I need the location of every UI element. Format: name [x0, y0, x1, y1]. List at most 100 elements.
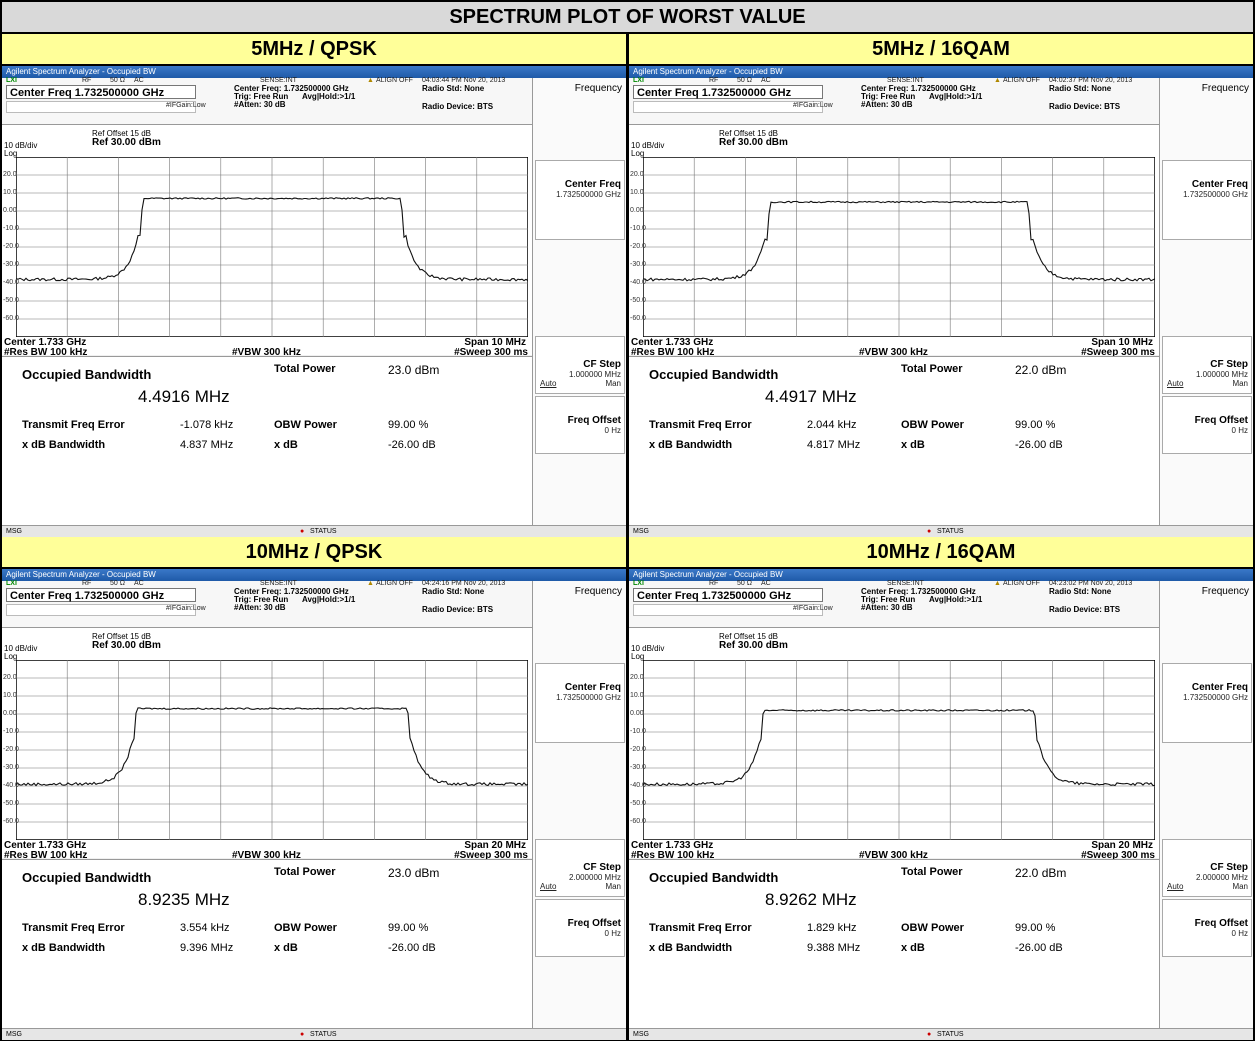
softkey-frequency-label: Frequency — [1201, 83, 1249, 94]
center-freq-line: Center Freq: 1.732500000 GHz — [861, 84, 976, 93]
freq-error-value: 1.829 kHz — [807, 922, 857, 934]
y-tick-label: -30.0 — [3, 764, 19, 771]
softkey-man-option[interactable]: Man — [1232, 882, 1248, 891]
softkey-center-freq[interactable]: Center Freq 1.732500000 GHz — [535, 663, 625, 743]
softkey-frequency-label: Frequency — [1201, 586, 1249, 597]
log-label: Log — [4, 149, 18, 158]
atten-label: #Atten: 30 dB — [234, 603, 286, 612]
results-panel: Occupied Bandwidth 8.9262 MHz Total Powe… — [629, 859, 1159, 1028]
center-freq-line: Center Freq: 1.732500000 GHz — [234, 587, 349, 596]
sense-label: SENSE:INT — [887, 580, 924, 587]
y-tick-label: -10.0 — [630, 728, 646, 735]
sense-label: SENSE:INT — [887, 77, 924, 84]
softkey-auto-option[interactable]: Auto — [540, 882, 557, 891]
sweep-label: #Sweep 300 ms — [454, 850, 528, 861]
softkey-auto-option[interactable]: Auto — [1167, 379, 1184, 388]
softkey-auto-option[interactable]: Auto — [540, 379, 557, 388]
trig-label: Trig: Free Run — [234, 92, 289, 101]
status-label: STATUS — [937, 1031, 964, 1038]
softkey-man-option[interactable]: Man — [605, 882, 621, 891]
input-field[interactable] — [6, 604, 196, 616]
xdb-value: -26.00 dB — [388, 942, 436, 954]
status-bar: MSG ● STATUS — [2, 1028, 626, 1040]
ref-offset-label: Ref Offset 15 dB — [92, 129, 151, 138]
spectrum-trace-chart — [16, 157, 528, 337]
softkey-cf-step[interactable]: CF Step 2.000000 MHz Auto Man — [535, 839, 625, 897]
center-freq-line: Center Freq: 1.732500000 GHz — [234, 84, 349, 93]
softkey-center-freq-label: Center Freq — [1191, 179, 1248, 190]
softkey-center-freq-label: Center Freq — [564, 179, 621, 190]
y-tick-label: 0.00 — [3, 710, 17, 717]
radio-std-label: Radio Std: None — [1049, 84, 1112, 93]
softkey-frequency[interactable]: Frequency — [535, 78, 625, 158]
softkey-cf-step-label: CF Step — [583, 862, 621, 873]
total-power-value: 23.0 dBm — [388, 363, 440, 377]
softkey-frequency[interactable]: Frequency — [1162, 581, 1252, 661]
input-field[interactable] — [6, 101, 196, 113]
span-label: Span 10 MHz — [1091, 337, 1153, 348]
res-bw-label: #Res BW 100 kHz — [4, 850, 88, 861]
spectrum-trace — [643, 200, 1155, 282]
softkey-cf-step[interactable]: CF Step 1.000000 MHz Auto Man — [1162, 336, 1252, 394]
ref-offset-label: Ref Offset 15 dB — [92, 632, 151, 641]
obw-power-label: OBW Power — [274, 419, 337, 431]
softkey-freq-offset-label: Freq Offset — [1194, 415, 1248, 426]
center-bottom-label: Center 1.733 GHz — [631, 337, 714, 348]
softkey-freq-offset-value: 0 Hz — [604, 426, 621, 435]
window-title: Agilent Spectrum Analyzer - Occupied BW — [6, 67, 156, 76]
db-div-label: 10 dB/div — [4, 644, 38, 653]
softkey-frequency[interactable]: Frequency — [535, 581, 625, 661]
total-power-value: 22.0 dBm — [1015, 866, 1067, 880]
softkey-center-freq[interactable]: Center Freq 1.732500000 GHz — [1162, 160, 1252, 240]
ifgain-label: #IFGain:Low — [166, 605, 206, 612]
xdb-label: x dB — [274, 439, 298, 451]
freq-error-value: 3.554 kHz — [180, 922, 230, 934]
center-freq-display[interactable]: Center Freq 1.732500000 GHz — [6, 85, 196, 99]
softkey-freq-offset-label: Freq Offset — [1194, 918, 1248, 929]
xdb-bandwidth-label: x dB Bandwidth — [649, 439, 733, 451]
softkey-cf-step[interactable]: CF Step 2.000000 MHz Auto Man — [1162, 839, 1252, 897]
vbw-label: #VBW 300 kHz — [859, 347, 928, 358]
softkey-freq-offset[interactable]: Freq Offset 0 Hz — [535, 899, 625, 957]
obw-power-label: OBW Power — [901, 419, 964, 431]
input-field[interactable] — [633, 101, 823, 113]
msg-label: MSG — [6, 1031, 22, 1038]
softkey-freq-offset[interactable]: Freq Offset 0 Hz — [535, 396, 625, 454]
xdb-bandwidth-value: 4.837 MHz — [180, 439, 234, 451]
softkey-auto-option[interactable]: Auto — [1167, 882, 1184, 891]
input-field[interactable] — [633, 604, 823, 616]
obw-power-value: 99.00 % — [1015, 419, 1056, 431]
softkey-center-freq[interactable]: Center Freq 1.732500000 GHz — [535, 160, 625, 240]
softkey-center-freq[interactable]: Center Freq 1.732500000 GHz — [1162, 663, 1252, 743]
y-tick-label: -50.0 — [630, 297, 646, 304]
freq-error-value: 2.044 kHz — [807, 419, 857, 431]
res-bw-label: #Res BW 100 kHz — [4, 347, 88, 358]
softkey-frequency[interactable]: Frequency — [1162, 78, 1252, 158]
radio-std-label: Radio Std: None — [1049, 587, 1112, 596]
center-freq-display[interactable]: Center Freq 1.732500000 GHz — [633, 588, 823, 602]
softkey-freq-offset[interactable]: Freq Offset 0 Hz — [1162, 899, 1252, 957]
center-freq-display[interactable]: Center Freq 1.732500000 GHz — [6, 588, 196, 602]
softkey-man-option[interactable]: Man — [1232, 379, 1248, 388]
status-label: STATUS — [310, 1031, 337, 1038]
y-tick-label: -20.0 — [3, 746, 19, 753]
softkey-center-freq-label: Center Freq — [1191, 682, 1248, 693]
softkey-man-option[interactable]: Man — [605, 379, 621, 388]
occupied-bw-value: 4.4916 MHz — [138, 387, 230, 406]
softkey-freq-offset[interactable]: Freq Offset 0 Hz — [1162, 396, 1252, 454]
softkey-cf-step-value: 2.000000 MHz — [568, 873, 621, 882]
lxi-icon: LXI — [633, 77, 644, 84]
softkey-center-freq-label: Center Freq — [564, 682, 621, 693]
vbw-label: #VBW 300 kHz — [232, 850, 301, 861]
softkey-freq-offset-label: Freq Offset — [567, 918, 621, 929]
center-freq-display[interactable]: Center Freq 1.732500000 GHz — [633, 85, 823, 99]
total-power-label: Total Power — [901, 363, 963, 375]
center-freq-line: Center Freq: 1.732500000 GHz — [861, 587, 976, 596]
analyzer-header: LXI RF 50 Ω AC SENSE:INT ▲ ALIGN OFF 04:… — [2, 580, 532, 628]
softkey-cf-step[interactable]: CF Step 1.000000 MHz Auto Man — [535, 336, 625, 394]
panel-label: 5MHz / QPSK — [2, 34, 626, 66]
freq-error-label: Transmit Freq Error — [649, 419, 752, 431]
avg-hold-label: Avg|Hold:>1/1 — [929, 92, 983, 101]
xdb-bandwidth-value: 9.396 MHz — [180, 942, 234, 954]
xdb-bandwidth-value: 9.388 MHz — [807, 942, 861, 954]
